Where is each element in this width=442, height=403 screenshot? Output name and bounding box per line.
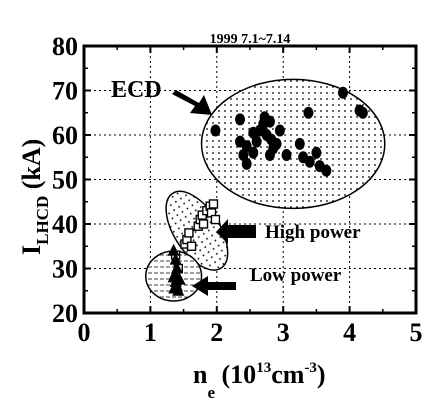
y-tick-label: 70 <box>52 77 78 106</box>
y-tick-label: 50 <box>52 166 78 195</box>
annotation-low-power: Low power <box>250 265 342 286</box>
y-axis-label: ILHCD (kA) <box>17 139 52 255</box>
point-ecd <box>321 164 332 177</box>
x-tick-label: 5 <box>410 318 423 347</box>
point-ecd <box>248 126 259 139</box>
x-axis-label: ne (1013cm-3) <box>193 360 326 402</box>
y-tick-label: 60 <box>52 121 78 150</box>
point-ecd <box>311 146 322 159</box>
x-tick-label: 0 <box>78 318 91 347</box>
x-tick-label: 1 <box>144 318 157 347</box>
y-axis-label-main: I <box>17 245 46 255</box>
point-ecd <box>210 124 221 137</box>
x-axis-label-exp: 13 <box>256 360 271 376</box>
x-axis-label-main: n <box>193 360 208 389</box>
point-high-power <box>184 228 194 238</box>
low-power-arrow <box>192 276 236 296</box>
x-axis-label-exp2: -3 <box>304 360 317 376</box>
data-points <box>167 86 368 296</box>
x-tick-label: 2 <box>210 318 223 347</box>
point-ecd <box>248 146 259 159</box>
point-low-power <box>173 272 186 285</box>
point-ecd <box>235 113 246 126</box>
y-tick-label: 30 <box>52 255 78 284</box>
point-ecd <box>271 137 282 150</box>
x-axis-label-mid: cm <box>271 360 305 389</box>
x-axis-label-open: (10 <box>215 360 256 389</box>
region-ecd <box>200 78 386 210</box>
y-tick-label: 80 <box>52 32 78 61</box>
annotation-high-power: High power <box>265 222 361 243</box>
y-axis-label-unit: (kA) <box>17 139 46 196</box>
x-tick-label: 4 <box>343 318 356 347</box>
point-low-power <box>167 243 180 256</box>
y-tick-label: 40 <box>52 210 78 239</box>
point-high-power <box>210 214 221 225</box>
point-ecd <box>264 149 275 162</box>
point-ecd <box>337 86 348 99</box>
point-high-power <box>208 199 219 209</box>
y-axis-label-sub: LHCD <box>33 196 52 245</box>
annotation-arrows <box>172 90 256 296</box>
axis-ticks: 0 1 2 3 4 5 20 30 40 50 60 70 80 <box>52 32 423 347</box>
y-tick-label: 20 <box>52 299 78 328</box>
point-low-power <box>169 265 182 278</box>
point-ecd <box>281 149 292 162</box>
point-ecd <box>274 124 285 137</box>
ecd-arrow <box>172 90 212 115</box>
point-ecd <box>294 137 305 150</box>
x-tick-label: 3 <box>277 318 290 347</box>
high-power-arrow <box>216 219 256 244</box>
chart-title: 1999 7.1~7.14 <box>210 32 291 47</box>
annotation-ecd: ECD <box>111 77 162 103</box>
point-high-power <box>186 241 197 251</box>
point-ecd <box>357 106 368 119</box>
point-high-power <box>198 219 209 229</box>
point-low-power <box>168 281 181 294</box>
x-axis-label-close: ) <box>317 360 326 389</box>
point-ecd <box>241 157 252 170</box>
point-ecd <box>303 106 314 119</box>
point-ecd <box>264 115 275 128</box>
point-low-power <box>169 252 182 265</box>
x-axis-label-sub: e <box>207 383 215 402</box>
point-ecd <box>304 155 315 168</box>
